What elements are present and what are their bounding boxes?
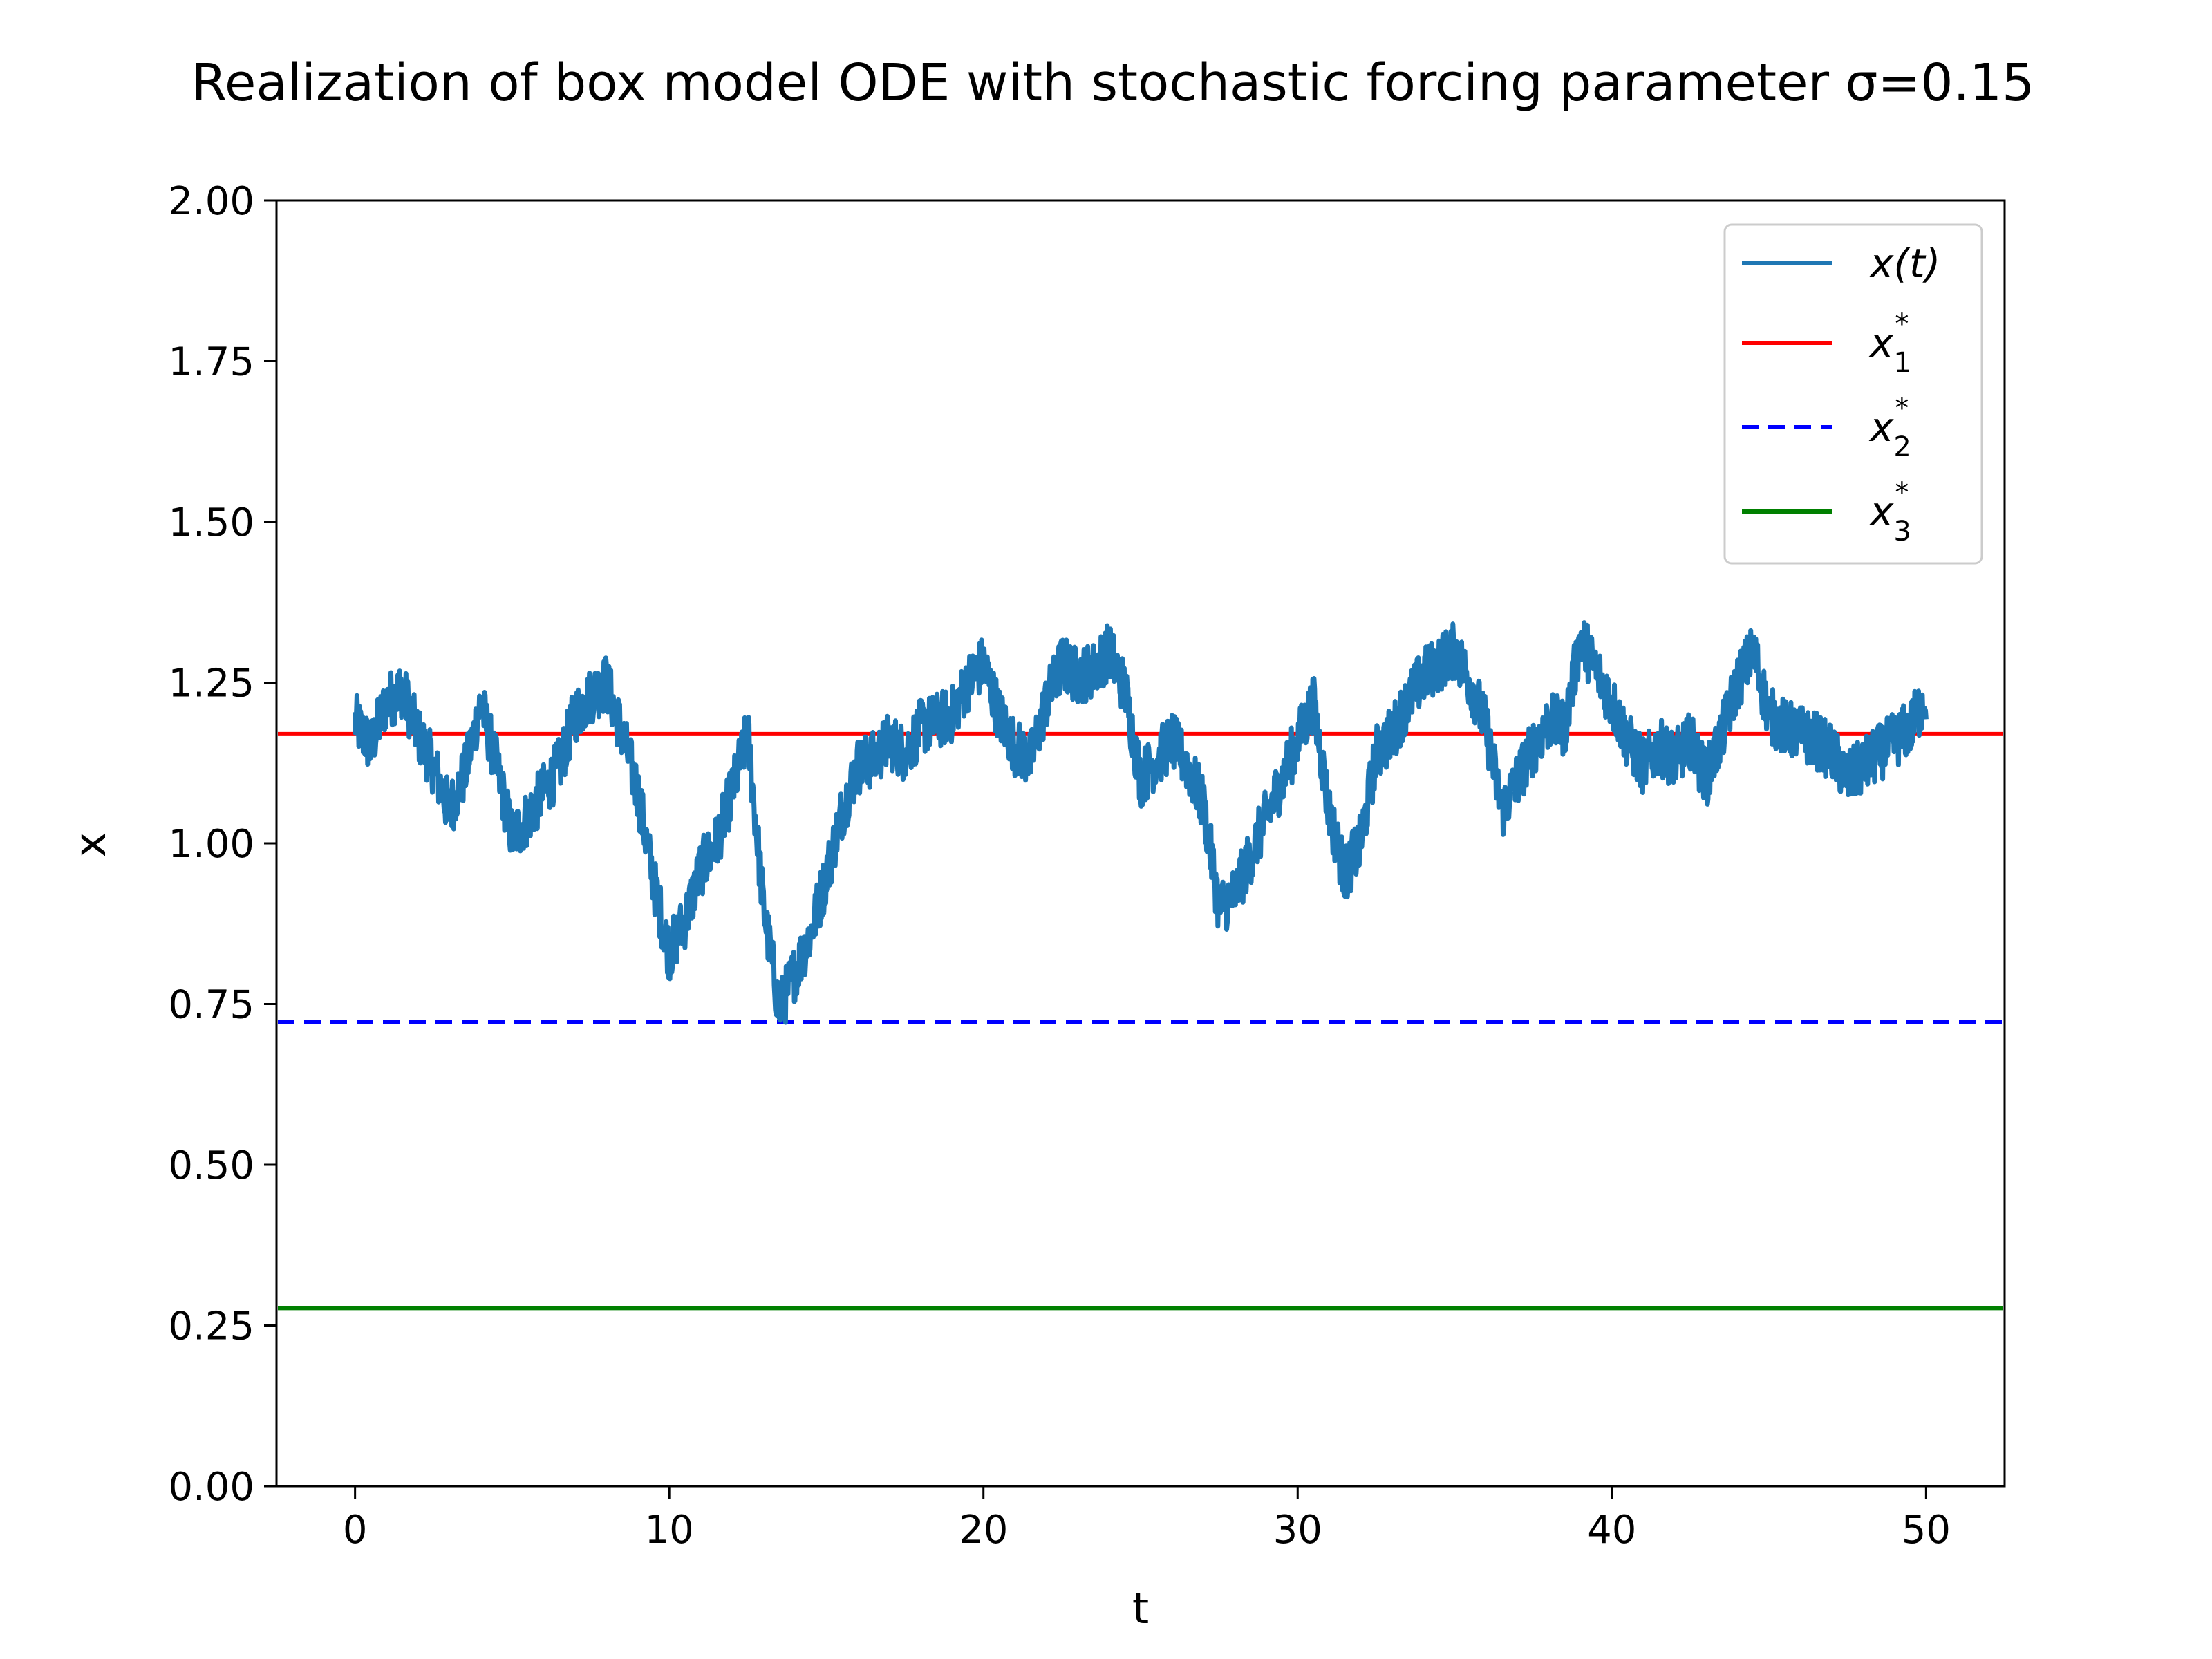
y-tick-label: 0.75 [168, 983, 254, 1028]
legend-label: x* 1 [1868, 308, 1911, 379]
x-axis-ticks: 0 10 20 30 40 50 [343, 1486, 1951, 1553]
legend-label: x* 2 [1868, 393, 1911, 463]
x-tick-label: 10 [645, 1508, 694, 1553]
legend-box [1723, 223, 1983, 565]
axes-frame [275, 199, 2006, 1488]
legend: x(t) x* 1 x* 2 x* 3 [1723, 223, 1983, 565]
x-tick-label: 40 [1587, 1508, 1636, 1553]
x-tick-label: 50 [1902, 1508, 1951, 1553]
x-tick-label: 20 [959, 1508, 1008, 1553]
series-layer [353, 620, 1929, 1025]
x-tick-label: 30 [1273, 1508, 1322, 1553]
y-tick-label: 1.00 [168, 822, 254, 867]
y-tick-label: 0.00 [168, 1465, 254, 1510]
y-axis-label: x [65, 832, 115, 858]
y-tick-label: 1.50 [168, 500, 254, 545]
legend-items: x(t) x* 1 x* 2 x* 3 [1742, 240, 1940, 547]
y-axis-ticks: 0.00 0.25 0.50 0.75 1.00 1.25 1.50 1.75 2.00 [168, 179, 276, 1510]
y-tick-label: 2.00 [168, 179, 254, 224]
x-tick-label: 0 [343, 1508, 368, 1553]
plot-area [275, 199, 2006, 1488]
legend-label: x(t) [1868, 240, 1940, 287]
y-tick-label: 0.25 [168, 1304, 254, 1349]
x-axis-label: t [1132, 1583, 1149, 1633]
y-tick-label: 1.75 [168, 340, 254, 385]
chart-title: Realization of box model ODE with stocha… [191, 53, 2034, 113]
series-x-t-line [353, 620, 1929, 1025]
y-tick-label: 1.25 [168, 662, 254, 706]
y-tick-label: 0.50 [168, 1143, 254, 1188]
legend-label: x* 3 [1868, 477, 1911, 547]
